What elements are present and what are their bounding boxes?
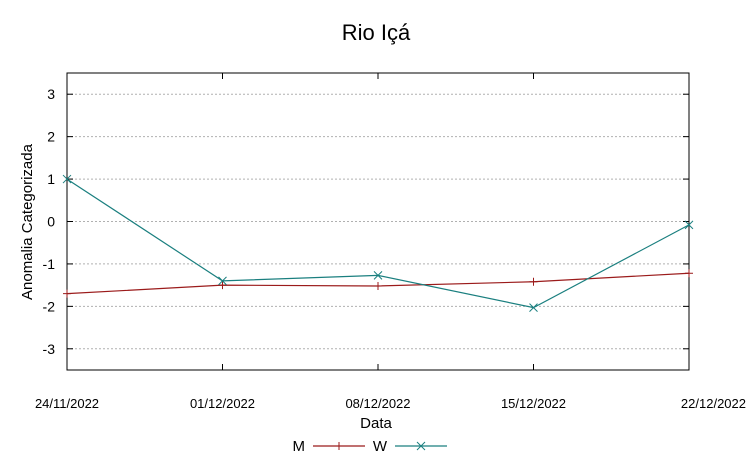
x-marker: [373, 271, 383, 280]
y-tick-label: -2: [43, 298, 56, 314]
legend-label-m: M: [293, 438, 306, 455]
y-axis-label: Anomalia Categorizada: [19, 143, 36, 300]
grid-lines: [67, 93, 689, 350]
x-tick-label: 15/12/2022: [501, 396, 566, 411]
x-marker: [218, 276, 227, 286]
x-marker: [416, 441, 426, 451]
x-marker: [62, 174, 72, 184]
x-axis-label: Data: [360, 415, 392, 432]
plus-marker: [374, 281, 382, 290]
series-group: [62, 174, 694, 312]
plus-marker: [529, 277, 538, 286]
x-tick-label: 08/12/2022: [345, 396, 410, 411]
plus-marker: [63, 289, 71, 298]
legend-label-w: W: [373, 438, 388, 455]
x-tick-label: 01/12/2022: [190, 396, 255, 411]
chart-title: Rio Içá: [342, 20, 411, 45]
plus-marker: [218, 281, 227, 290]
y-tick-label: 3: [47, 86, 55, 102]
x-marker: [529, 303, 538, 312]
x-axis-ticks: 24/11/2022 01/12/2022 08/12/2022 15/12/2022…: [35, 73, 746, 411]
y-tick-label: 2: [47, 129, 55, 145]
y-tick-label: -3: [43, 341, 56, 357]
x-marker: [684, 220, 694, 230]
x-tick-label: 22/12/2022: [681, 396, 746, 411]
y-tick-label: 0: [47, 214, 55, 230]
plus-marker: [335, 442, 343, 450]
plus-marker: [685, 269, 693, 278]
y-axis-ticks: 3 2 1 0 -1 -2 -3: [43, 86, 689, 357]
y-tick-label: -1: [43, 256, 56, 272]
y-tick-label: 1: [47, 171, 55, 187]
x-tick-label: 24/11/2022: [35, 396, 99, 411]
